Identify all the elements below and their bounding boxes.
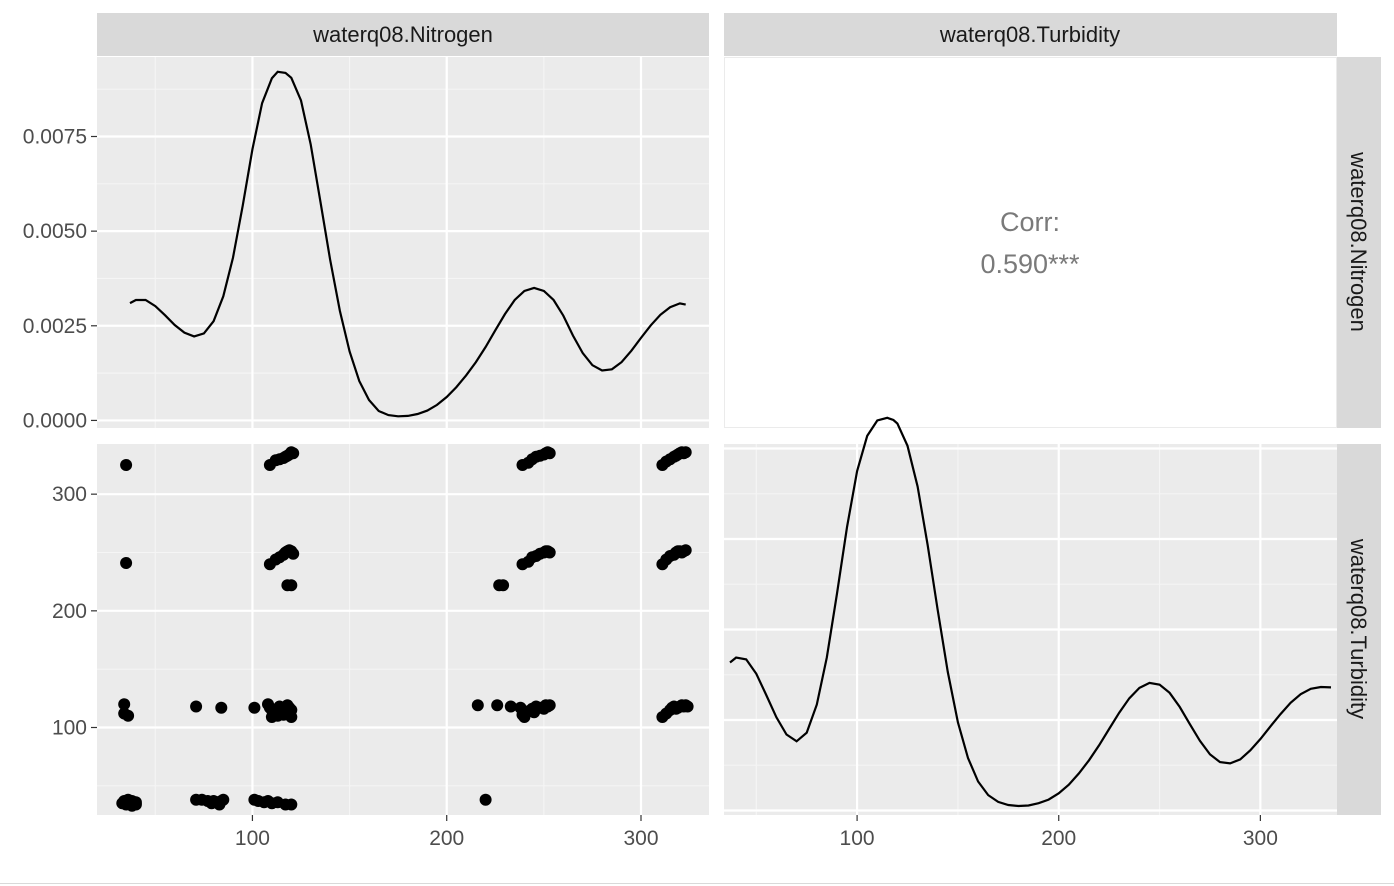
panel-correlation-bg: [724, 57, 1337, 428]
x-tick-label: 300: [1243, 827, 1278, 850]
y-tick-label: 0.0050: [23, 220, 87, 243]
bottom-border: [0, 883, 1394, 884]
strip-label-right-turbidity: waterq08.Turbidity: [1346, 538, 1371, 719]
scatter-point: [479, 793, 492, 806]
scatter-point: [471, 699, 484, 712]
correlation-label: Corr:: [1000, 207, 1060, 237]
strip-right-turbidity: [1337, 444, 1381, 815]
scatter-point: [679, 446, 692, 459]
y-tick-label: 200: [52, 600, 87, 623]
scatter-point: [497, 579, 510, 592]
x-tick-label: 300: [623, 827, 658, 850]
marks-layer: [116, 70, 1332, 812]
grid-layer: [97, 57, 1337, 815]
strip-right-nitrogen: [1337, 57, 1381, 428]
scatter-point: [285, 579, 298, 592]
scatter-point: [213, 798, 226, 811]
panel-scatter-bg: [97, 444, 709, 815]
x-tick-label: 200: [429, 827, 464, 850]
x-tick-label: 200: [1041, 827, 1076, 850]
turbidity-density-line: [729, 416, 1332, 808]
scatter-point: [528, 706, 541, 719]
x-tick-label: 100: [235, 827, 270, 850]
nitrogen-density-line: [129, 70, 686, 418]
y-tick-label: 300: [52, 483, 87, 506]
scatter-point: [543, 546, 556, 559]
y-tick-label: 0.0025: [23, 315, 87, 338]
strip-label-top-nitrogen: waterq08.Nitrogen: [312, 22, 493, 47]
scatter-point: [248, 701, 261, 714]
scatter-point: [215, 701, 228, 714]
scatter-point: [190, 700, 203, 713]
scatter-point: [504, 700, 517, 713]
scatter-point: [122, 709, 135, 722]
panel-density-nitrogen-bg: [97, 57, 709, 428]
x-tick-label: 100: [840, 827, 875, 850]
strip-label-top-turbidity: waterq08.Turbidity: [939, 22, 1120, 47]
strip-top-turbidity: [724, 13, 1337, 56]
scatter-point: [129, 796, 142, 809]
strip-label-right-nitrogen: waterq08.Nitrogen: [1346, 151, 1371, 332]
scatter-point: [543, 699, 556, 712]
scatter-point: [118, 698, 131, 711]
scatter-point: [491, 699, 504, 712]
scatter-point: [285, 798, 298, 811]
scatter-point: [679, 544, 692, 557]
scatter-point: [279, 450, 292, 463]
scatter-point: [543, 447, 556, 460]
scatter-point: [120, 459, 133, 471]
strip-top-nitrogen: [97, 13, 709, 56]
scatter-point: [681, 700, 694, 713]
y-tick-label: 0.0075: [23, 126, 87, 149]
axis-layer: 0.0000 0.0025 0.0050 0.0075 100 200 300 100 200 3…: [23, 126, 1278, 851]
correlation-value: 0.590***: [980, 249, 1080, 279]
y-tick-label: 100: [52, 717, 87, 740]
scatter-point: [283, 707, 296, 720]
scatter-point: [287, 547, 300, 560]
y-tick-label: 0.0000: [23, 409, 87, 432]
scatter-point: [120, 557, 133, 569]
